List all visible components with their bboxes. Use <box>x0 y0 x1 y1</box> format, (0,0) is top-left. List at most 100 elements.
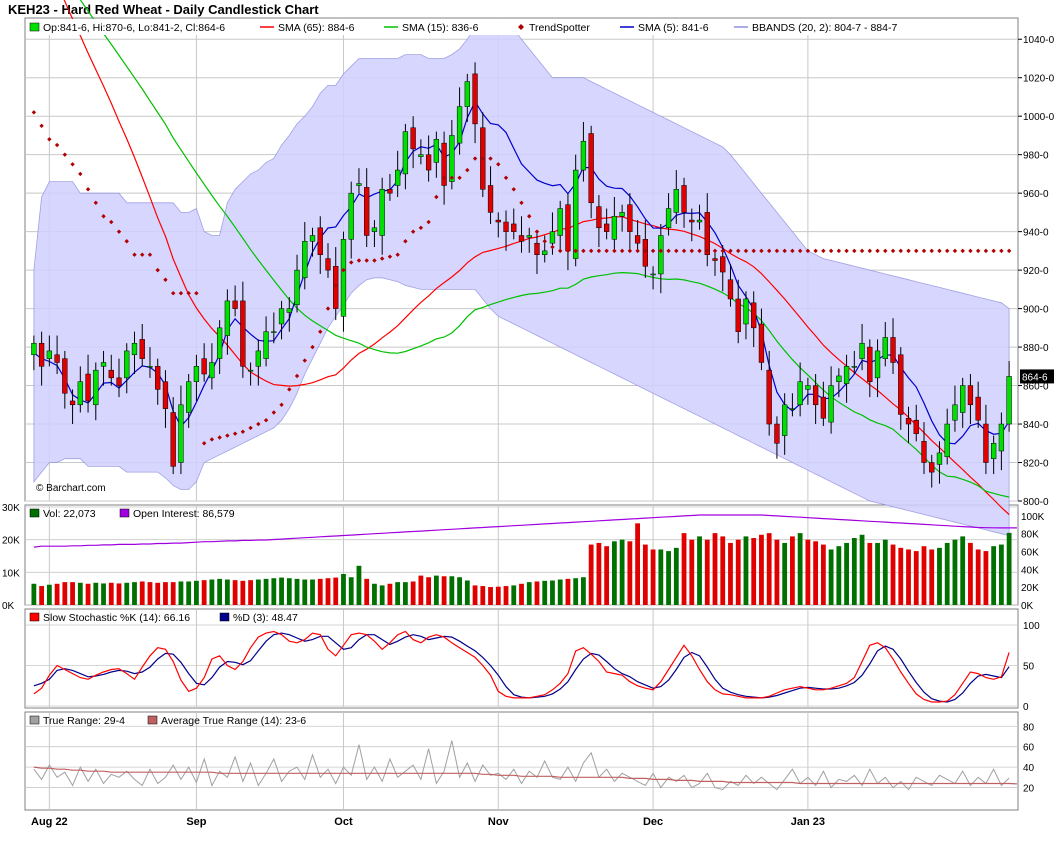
candle-body <box>77 381 83 406</box>
trendspotter-marker <box>457 175 462 180</box>
trendspotter-marker <box>534 229 540 234</box>
legend-swatch <box>29 715 40 725</box>
candle-body <box>774 423 780 444</box>
volume-bar <box>294 578 300 605</box>
volume-bar <box>782 542 788 605</box>
volume-bar <box>108 582 114 605</box>
volume-right-tick: 40K <box>1021 565 1039 576</box>
trendspotter-marker <box>78 171 83 177</box>
price-tick-label: 940-0 <box>1023 228 1049 239</box>
price-tick-label: 920-0 <box>1023 266 1049 277</box>
volume-bar <box>867 542 873 605</box>
candle-body <box>456 106 463 144</box>
price-tick-label: 800-0 <box>1023 497 1049 508</box>
atr-path <box>33 766 1017 785</box>
candle-body <box>720 256 726 273</box>
legend-atr: Average True Range (14): 23-6 <box>161 715 306 727</box>
legend-d: %D (3): 48.47 <box>233 612 298 624</box>
candle-body <box>603 223 610 232</box>
candle-body <box>789 408 796 410</box>
trendspotter-marker <box>124 239 129 244</box>
candle-body <box>898 354 904 415</box>
volume-bar <box>101 583 106 605</box>
candle-body <box>395 169 401 186</box>
volume-left-tick: 0K <box>2 601 15 612</box>
x-tick-label: Aug 22 <box>31 816 68 828</box>
volume-bar <box>766 533 772 605</box>
volume-bar <box>550 580 555 605</box>
trendspotter-marker <box>898 248 903 254</box>
candle-body <box>410 127 416 150</box>
candle-body <box>782 404 788 436</box>
candle-body <box>650 273 656 276</box>
price-tick-label: 960-0 <box>1023 189 1049 200</box>
trendspotter-marker <box>612 248 617 254</box>
volume-bar <box>797 533 803 605</box>
volume-bar <box>495 586 501 605</box>
trendspotter-marker <box>991 248 996 254</box>
volume-left-tick: 10K <box>2 568 20 579</box>
volume-bar <box>650 549 656 605</box>
volume-bar <box>759 534 764 605</box>
candle-body <box>743 298 749 325</box>
volume-bar <box>410 581 416 605</box>
candle-body <box>859 342 865 359</box>
volume-bar <box>844 542 849 605</box>
candle-body <box>402 131 409 175</box>
volume-bar <box>635 523 641 605</box>
price-tick-label: 860-0 <box>1023 382 1049 393</box>
candle-body <box>155 366 161 390</box>
trendspotter-marker <box>372 258 377 263</box>
volume-bar <box>666 551 671 605</box>
volume-bars <box>31 523 1012 605</box>
volume-bar <box>271 578 277 605</box>
trendspotter-marker <box>836 248 842 254</box>
candle-body <box>201 358 207 375</box>
candle-body <box>464 81 470 107</box>
volume-bar <box>565 578 571 605</box>
trendspotter-marker <box>31 110 37 115</box>
volume-bar <box>132 582 137 605</box>
candle-body <box>170 412 176 467</box>
candlesticks <box>31 62 1012 488</box>
trendspotter-marker <box>310 344 315 350</box>
x-tick-label: Sep <box>186 816 206 828</box>
candle-body <box>751 302 757 329</box>
candle-body <box>216 327 223 359</box>
trendspotter-marker <box>619 248 625 254</box>
candle-body <box>511 223 517 232</box>
trendspotter-marker <box>952 248 958 254</box>
trendspotter-marker <box>248 425 253 431</box>
candle-body <box>851 366 857 368</box>
volume-bar <box>433 575 439 605</box>
trendspotter-marker <box>666 248 671 254</box>
candle-body <box>766 369 772 425</box>
stochastic-lines <box>33 630 1010 703</box>
trendspotter-marker <box>712 248 718 254</box>
volume-bar <box>54 583 60 605</box>
trendspotter-marker <box>441 175 447 180</box>
candle-body <box>124 350 130 379</box>
volume-bar <box>480 586 486 605</box>
trendspotter-marker <box>279 402 284 407</box>
trendspotter-marker <box>155 267 160 273</box>
trendspotter-marker <box>209 437 215 442</box>
trendspotter-marker <box>859 248 865 254</box>
volume-bar <box>426 577 432 605</box>
volume-bar <box>163 582 168 605</box>
trendspotter-marker <box>287 387 292 392</box>
price-tick-label: 1020-0 <box>1023 74 1055 85</box>
candle-body <box>843 366 850 384</box>
volume-bar <box>975 549 981 605</box>
candle-body <box>62 358 68 394</box>
volume-bar <box>960 536 966 605</box>
trendspotter-marker <box>163 277 168 282</box>
trendspotter-marker <box>434 194 439 200</box>
candle-body <box>286 308 292 313</box>
trendspotter-marker <box>39 123 44 129</box>
trendspotter-marker <box>318 329 323 334</box>
candle-body <box>828 385 834 423</box>
volume-bar <box>728 542 733 605</box>
legend-swatch <box>29 612 40 622</box>
candle-body <box>812 385 819 406</box>
